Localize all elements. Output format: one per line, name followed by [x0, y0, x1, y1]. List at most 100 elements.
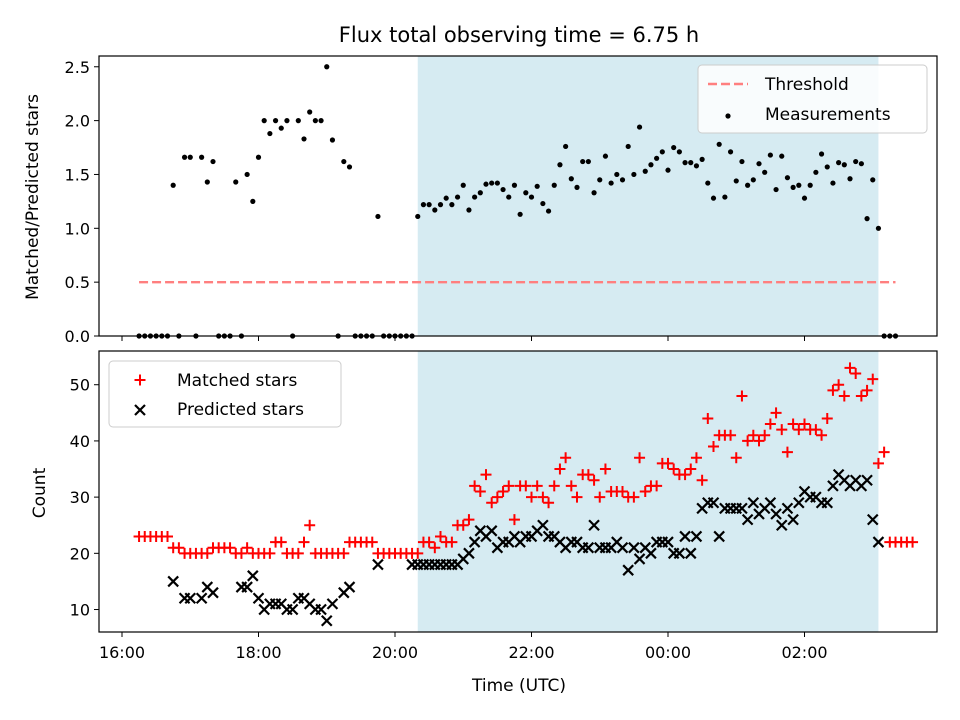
- matched-marker: [486, 497, 498, 509]
- matched-marker: [844, 362, 856, 374]
- matched-marker: [463, 514, 475, 526]
- y-tick-label: 50: [70, 376, 90, 395]
- measurement-point: [801, 195, 808, 201]
- measurement-point: [477, 190, 483, 196]
- matched-marker: [793, 424, 805, 436]
- measurement-point: [181, 154, 188, 160]
- matched-marker: [241, 542, 253, 554]
- y-tick-label: 10: [70, 601, 90, 620]
- measurement-point: [636, 124, 643, 130]
- matched-marker: [639, 486, 651, 497]
- predicted-marker: [770, 508, 782, 520]
- predicted-marker: [343, 581, 356, 593]
- predicted-marker: [320, 614, 333, 627]
- measurement-point: [875, 225, 882, 231]
- predicted-marker: [713, 530, 725, 543]
- predicted-marker: [645, 547, 657, 560]
- legend-label-threshold: Threshold: [764, 75, 849, 95]
- matched-marker: [781, 446, 793, 458]
- chart-title: Flux total observing time = 6.75 h: [339, 23, 699, 47]
- measurement-point: [807, 182, 813, 188]
- measurement-point: [466, 207, 472, 213]
- predicted-marker: [184, 592, 197, 605]
- matched-marker: [668, 463, 680, 475]
- matched-marker: [816, 429, 828, 441]
- matched-marker: [503, 480, 515, 492]
- y-tick-label: 2.5: [65, 58, 90, 77]
- measurement-point: [796, 182, 802, 188]
- measurement-point: [676, 149, 682, 155]
- x-axis-label: Time (UTC): [471, 676, 566, 696]
- measurement-point: [506, 194, 512, 200]
- matched-marker: [787, 418, 799, 430]
- matched-marker: [810, 424, 822, 436]
- matched-marker: [907, 536, 919, 548]
- predicted-marker: [207, 586, 219, 599]
- measurement-point: [824, 164, 830, 170]
- matched-marker: [469, 480, 481, 492]
- matched-marker: [764, 418, 776, 430]
- measurement-point: [710, 195, 717, 201]
- matched-marker: [508, 514, 520, 526]
- measurement-point: [693, 163, 700, 169]
- predicted-marker: [537, 519, 549, 531]
- matched-marker: [599, 463, 611, 475]
- matched-marker: [855, 390, 867, 402]
- matched-marker: [264, 547, 276, 559]
- y-tick-label: 1.5: [65, 165, 90, 184]
- measurement-point: [449, 202, 455, 208]
- matched-marker: [497, 486, 509, 497]
- matched-marker: [531, 480, 543, 492]
- matched-marker: [548, 480, 560, 492]
- matched-marker: [730, 452, 742, 464]
- measurement-point: [426, 202, 432, 208]
- measurement-point: [187, 154, 193, 160]
- measurement-point: [295, 118, 301, 124]
- matched-marker: [491, 491, 503, 503]
- predicted-marker: [741, 513, 754, 526]
- measurement-point: [528, 194, 535, 200]
- matched-marker: [162, 530, 173, 542]
- measurement-point: [853, 158, 859, 165]
- measurement-point: [784, 175, 791, 181]
- measurement-point: [631, 171, 637, 178]
- predicted-marker: [775, 519, 788, 531]
- measurement-point: [261, 118, 267, 124]
- measurement-point: [767, 152, 773, 158]
- measurement-point: [790, 184, 796, 190]
- matched-marker: [850, 367, 862, 379]
- measurement-point: [307, 109, 313, 115]
- measurement-point: [324, 64, 330, 70]
- matched-marker: [725, 429, 737, 441]
- predicted-marker: [463, 547, 475, 560]
- measurement-point: [722, 194, 728, 200]
- measurement-point: [762, 169, 768, 175]
- matched-marker: [867, 373, 879, 385]
- measurement-point: [665, 167, 671, 173]
- matched-marker: [838, 390, 850, 402]
- x-tick-label: 00:00: [645, 643, 691, 662]
- matched-marker: [770, 407, 782, 419]
- measurement-point: [614, 171, 620, 178]
- predicted-marker: [707, 496, 720, 509]
- matched-marker: [292, 547, 304, 559]
- measurement-point: [625, 143, 631, 150]
- measurement-point: [557, 162, 563, 168]
- measurement-point: [551, 182, 557, 188]
- bottom-axes-frame: [98, 350, 938, 633]
- measurement-point: [267, 130, 273, 137]
- predicted-marker: [485, 525, 498, 537]
- predicted-marker: [662, 536, 674, 548]
- measurement-point: [199, 154, 205, 160]
- matched-marker: [537, 491, 549, 503]
- measurement-point: [250, 198, 256, 204]
- y-tick-label: 40: [70, 432, 90, 451]
- matched-marker: [582, 469, 594, 481]
- measurement-point: [585, 158, 591, 165]
- matched-marker: [821, 412, 833, 424]
- bottom-legend: Matched stars Predicted stars: [108, 360, 342, 428]
- predicted-marker: [673, 547, 686, 560]
- predicted-marker: [582, 541, 595, 554]
- measurement-point: [341, 158, 347, 165]
- matched-marker: [685, 463, 697, 475]
